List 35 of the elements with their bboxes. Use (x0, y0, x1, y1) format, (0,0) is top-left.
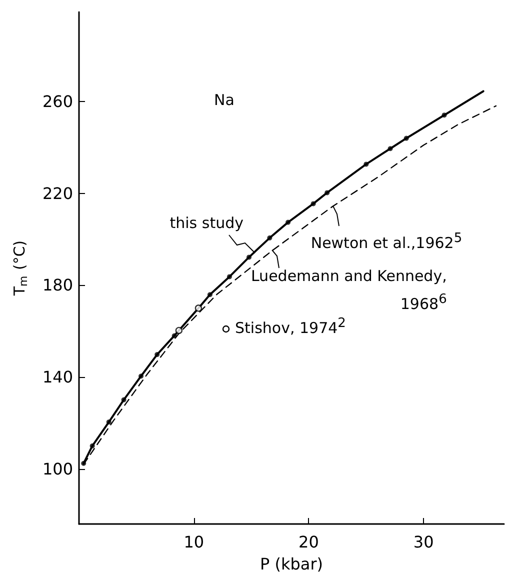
point (286, 220, 291, 225)
point (267, 235, 272, 240)
y-tick-label: 140 (42, 368, 73, 387)
y-tick-label: 260 (42, 92, 73, 112)
point (121, 397, 126, 402)
annotation: Na (214, 90, 234, 111)
point (138, 374, 144, 379)
point (246, 254, 252, 260)
point (388, 146, 393, 152)
point (172, 333, 177, 338)
x-tick-label: 30 (413, 532, 434, 552)
x-axis-title: P (kbar) (260, 554, 324, 574)
point (364, 162, 369, 167)
point (90, 443, 95, 448)
y-tick-label: 100 (42, 459, 73, 478)
x-tick-label: 20 (298, 532, 319, 552)
point (175, 326, 183, 334)
x-tick-label: 10 (184, 532, 204, 552)
y-tick-label: 220 (42, 184, 73, 203)
point (310, 201, 316, 206)
point (404, 136, 409, 141)
point (324, 190, 330, 196)
annotation: Luedemann and Kennedy, 1968$^{6}$ (250, 266, 447, 316)
point (106, 420, 112, 425)
annotation: Newton et al.,1962$^{5}$ (310, 230, 462, 254)
point (81, 460, 86, 466)
y-axis-title: Tm (°C) (10, 240, 30, 297)
point (194, 304, 202, 312)
legend-label: Stishov, 1974$^{2}$ (235, 316, 346, 337)
point (207, 292, 212, 298)
y-tick-label: 180 (42, 276, 73, 295)
point (154, 352, 160, 358)
annotation: this study (170, 213, 244, 234)
point (442, 112, 447, 118)
point (226, 274, 232, 280)
